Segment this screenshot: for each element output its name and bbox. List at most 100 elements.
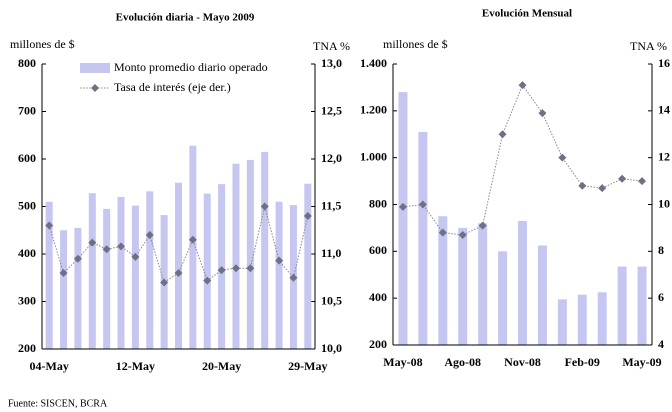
rate-marker (260, 202, 269, 211)
rate-marker (538, 109, 547, 118)
bar (398, 92, 408, 345)
rate-marker (398, 202, 407, 211)
x-tick-label: 04-May (30, 359, 69, 373)
y-tick-label: 200 (369, 337, 387, 351)
legend-label: Tasa de interés (eje der.) (114, 80, 231, 94)
y-tick-label: 800 (18, 56, 36, 70)
rate-marker (458, 230, 467, 239)
rate-marker (217, 266, 226, 275)
y2-tick-label: 10 (658, 196, 670, 210)
bar (557, 299, 567, 345)
bar (458, 227, 468, 345)
rate-marker (598, 184, 607, 193)
rate-marker (478, 221, 487, 230)
y-tick-label: 600 (369, 243, 387, 257)
bar (88, 193, 96, 349)
y2-axis-label: TNA % (313, 39, 350, 53)
bar (203, 193, 211, 349)
bar (45, 201, 53, 349)
y2-tick-label: 8 (658, 243, 664, 257)
bar (189, 145, 197, 349)
bar (232, 163, 240, 349)
x-tick-label: May-08 (383, 355, 422, 369)
rate-marker (418, 200, 427, 209)
rate-marker (131, 252, 140, 261)
y-tick-label: 300 (18, 293, 36, 307)
rate-marker (88, 238, 97, 247)
bar (498, 251, 508, 345)
bar (617, 266, 627, 345)
rate-marker (618, 174, 627, 183)
x-tick-label: 12-May (116, 359, 155, 373)
y-tick-label: 600 (18, 151, 36, 165)
y-tick-label: 800 (369, 196, 387, 210)
x-tick-label: May-09 (622, 355, 661, 369)
bar (577, 294, 587, 345)
y-tick-label: 1.400 (360, 56, 387, 70)
bar (478, 223, 488, 345)
y-tick-label: 200 (18, 341, 36, 355)
bar (117, 197, 125, 349)
y-tick-label: 400 (18, 246, 36, 260)
y2-tick-label: 11,5 (321, 198, 341, 212)
legend-label: Monto promedio diario operado (114, 60, 268, 74)
legend-marker (91, 84, 99, 92)
y2-tick-label: 12,0 (321, 151, 342, 165)
y2-tick-label: 10,0 (321, 341, 342, 355)
y-axis-label: millones de $ (10, 37, 75, 51)
bar (131, 205, 139, 349)
source: Fuente: SISCEN, BCRA (8, 398, 108, 409)
bar (261, 151, 269, 349)
rate-marker (59, 269, 68, 277)
x-tick-label: 20-May (202, 359, 241, 373)
y-axis-label: millones de $ (383, 37, 448, 51)
y2-tick-label: 11,0 (321, 246, 341, 260)
y-tick-label: 1.200 (360, 103, 387, 117)
rate-marker (45, 221, 54, 230)
y-tick-label: 500 (18, 198, 36, 212)
y2-axis-label: TNA % (630, 39, 667, 53)
bar (175, 182, 182, 349)
bar (537, 245, 547, 345)
rate-marker (638, 177, 647, 186)
rate-marker (558, 153, 567, 162)
rate-marker (73, 254, 82, 263)
x-tick-label: 29-May (288, 359, 327, 373)
rate-marker (303, 212, 312, 220)
rate-marker (289, 273, 298, 282)
bar (438, 216, 448, 345)
y-tick-label: 400 (369, 290, 387, 304)
chart-title: Evolución Mensual (482, 8, 572, 20)
y-tick-label: 1.000 (360, 149, 387, 163)
legend-swatch (80, 63, 110, 73)
rate-marker (246, 264, 255, 273)
rate-line (402, 84, 643, 236)
rate-marker (231, 264, 240, 273)
rate-marker (518, 81, 527, 90)
x-tick-label: Ago-08 (444, 355, 481, 369)
bar (60, 230, 68, 349)
rate-marker (203, 276, 212, 285)
rate-marker (117, 242, 126, 251)
y2-tick-label: 13,0 (321, 56, 342, 70)
y2-tick-label: 14 (658, 103, 670, 117)
rate-marker (174, 269, 183, 277)
chart-title: Evolución diaria - Mayo 2009 (116, 12, 255, 24)
bar (275, 201, 283, 349)
bar (597, 292, 607, 345)
rate-marker (438, 228, 447, 237)
y2-tick-label: 12 (658, 149, 670, 163)
rate-marker (188, 235, 197, 244)
x-tick-label: Nov-08 (504, 355, 541, 369)
x-tick-label: Feb-09 (565, 355, 600, 369)
bar (246, 159, 254, 349)
rate-marker (498, 130, 507, 139)
y2-tick-label: 6 (658, 290, 664, 304)
rate-marker (275, 256, 284, 265)
bar (637, 266, 647, 345)
rate-marker (578, 181, 587, 190)
bar (103, 208, 111, 349)
y2-tick-label: 4 (658, 337, 664, 351)
bar (304, 183, 312, 349)
